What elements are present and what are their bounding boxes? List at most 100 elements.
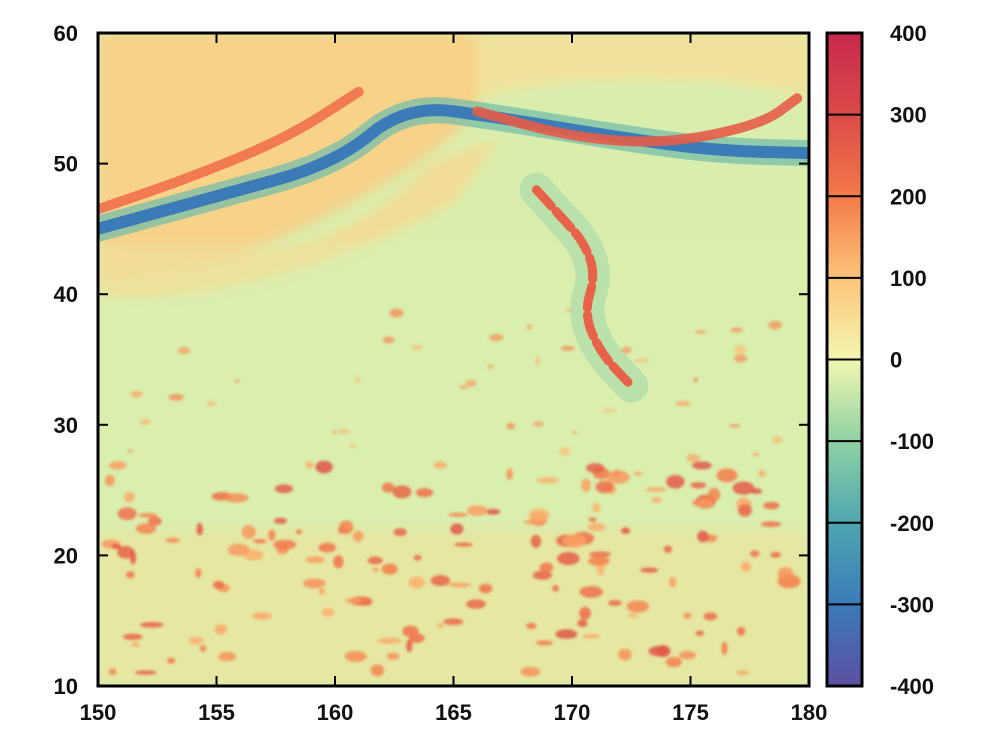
seamount-blob [370,664,385,677]
y-tick-label: 20 [54,543,78,568]
x-tick-label: 155 [198,700,235,725]
seamount-blob [749,550,760,557]
seamount-blob [344,650,367,662]
seamount-blob [581,478,591,493]
seamount-blob [777,567,794,580]
seamount-blob [655,644,671,658]
seamount-blob [620,527,631,535]
seamount-blob [408,576,425,589]
seamount-blob [344,598,363,604]
seamount-blob [213,580,225,590]
seamount-blob [195,568,202,578]
seamount-blob [252,612,272,620]
x-tick-label: 165 [435,700,472,725]
seamount-blob [349,443,356,449]
seamount-blob [332,430,337,435]
seamount-blob [579,586,603,598]
seamount-blob [199,645,207,652]
seamount-blob [129,550,137,565]
seamount-blob [485,508,501,515]
seamount-blob [732,481,755,495]
x-tick-label: 175 [672,700,709,725]
seamount-blob [188,636,204,645]
seamount-blob [305,461,314,469]
seamount-blob [402,625,419,637]
seamount-blob [224,493,249,503]
seamount-blob [587,522,606,532]
seamount-blob [140,622,164,628]
seamount-blob [582,634,600,639]
seamount-blob [478,583,493,594]
seamount-blob [752,452,760,457]
seamount-blob [305,556,325,564]
seamount-blob [466,599,486,609]
seamount-blob [126,571,135,579]
colorbar-tick-label: 200 [890,184,927,209]
seamount-blob [523,519,546,525]
seamount-blob [130,390,143,398]
y-tick-label: 10 [54,674,78,699]
seamount-blob [122,633,143,641]
seamount-blob [697,530,709,543]
y-axis: 10 20 30 40 50 60 [54,21,809,699]
seamount-blob [389,308,404,318]
seamount-blob [124,491,135,503]
seamount-blob [466,505,488,517]
x-tick-label: 170 [554,700,591,725]
seamount-blob [167,657,176,664]
seamount-blob [377,637,402,644]
region-northeast-high [477,33,809,99]
seamount-blob [111,543,122,550]
seamount-blob [134,670,157,675]
seamount-blob [318,542,336,553]
seamount-blob [104,474,115,487]
seamount-blob [572,430,577,435]
seamount-blob [536,640,553,646]
seamount-blob [131,642,140,647]
seamount-blob [627,613,639,618]
seamount-blob [770,551,782,558]
seamount-blob [721,641,728,655]
colorbar-tick-label: -300 [890,592,934,617]
seamount-blob [734,345,747,354]
colorbar-tick-label: 100 [890,266,927,291]
seamount-blob [487,364,493,370]
seamount-blob [728,424,741,428]
seamount-blob [606,470,630,484]
seamount-blob [595,480,614,494]
seamount-blob [448,512,468,517]
seamount-blob [663,545,673,553]
seamount-blob [109,461,127,470]
seamount-blob [675,400,691,407]
seamount-blob [579,606,591,620]
x-axis: 150 155 160 165 170 175 180 [80,33,828,725]
seamount-blob [315,460,333,474]
seamount-blob [626,600,649,613]
seamount-blob [117,507,137,521]
seamount-blob [651,496,662,503]
seamount-blob [108,668,117,675]
seamount-blob [430,575,451,587]
seamount-blob [633,471,643,476]
x-tick-label: 180 [791,700,828,725]
feature-trench-ridge [98,86,364,215]
seamount-blob [459,385,468,390]
seamount-blob [588,517,597,522]
x-tick-label: 160 [317,700,354,725]
seamount-blob [372,567,380,573]
seamount-blob [536,477,559,484]
colorbar-ticks: -400 -300 -200 -100 0 100 200 300 400 [827,21,934,699]
seamount-blob [560,345,575,352]
seamount-blob [557,551,580,566]
seamount-blob [530,534,542,548]
seamount-blob [206,401,216,406]
seamount-blob [273,517,288,525]
seamount-blob [730,327,744,333]
feature-outer-rise [472,93,803,147]
seamount-blob [352,530,364,542]
seamount-blob [736,670,750,675]
seamount-blob [763,501,780,510]
colorbar-tick-label: 400 [890,21,927,46]
seamount-blob [691,461,712,470]
